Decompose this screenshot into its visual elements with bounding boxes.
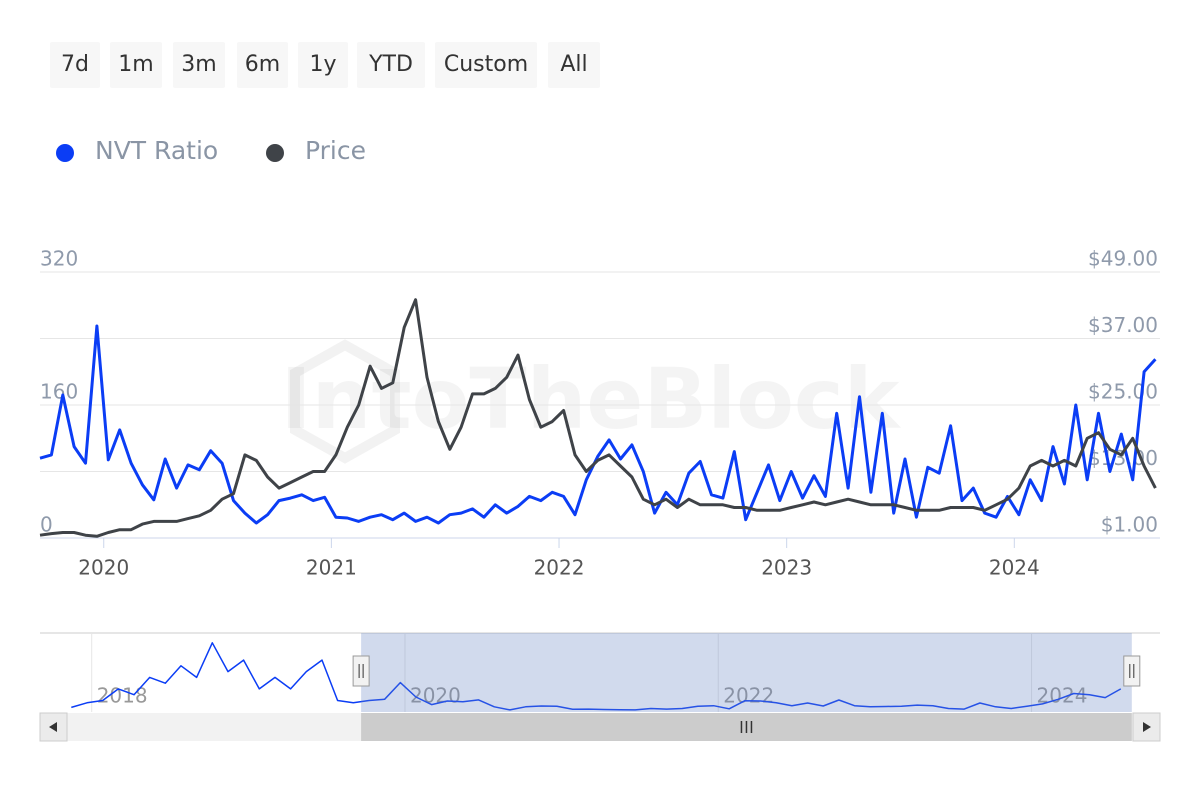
range-button[interactable]: All (548, 42, 600, 88)
navigator-line (71, 642, 1122, 711)
y2-tick-label: $25.00 (1088, 380, 1158, 404)
navigator-handle[interactable] (1123, 655, 1141, 687)
range-button[interactable]: 1m (110, 42, 162, 88)
watermark: IntoTheBlock (280, 350, 901, 448)
arrow-right (1143, 722, 1151, 732)
x-tick-label: 2021 (306, 556, 357, 580)
legend-label: Price (305, 136, 366, 165)
y-tick-label: 0 (40, 513, 53, 537)
handle-grip (1129, 664, 1135, 678)
range-button[interactable]: YTD (357, 42, 425, 88)
y2-tick-label: $13.00 (1088, 446, 1158, 470)
x-tick-label: 2022 (534, 556, 585, 580)
handle-grip (358, 664, 364, 678)
arrow-left (49, 722, 57, 732)
navigator-selection (361, 633, 1132, 712)
series-line (39, 324, 1157, 525)
series-line (39, 298, 1157, 538)
range-button[interactable]: 1y (298, 42, 348, 88)
legend-marker (56, 144, 74, 162)
x-tick-label: 2023 (761, 556, 812, 580)
legend-label: NVT Ratio (95, 136, 218, 165)
scrollbar-grip (740, 721, 753, 733)
y2-tick-label: $49.00 (1088, 247, 1158, 271)
x-tick-label: 2020 (78, 556, 129, 580)
y2-tick-label: $1.00 (1101, 513, 1158, 537)
legend-marker (266, 144, 284, 162)
navigator-tick-label: 2018 (97, 684, 148, 708)
range-button[interactable]: 7d (50, 42, 100, 88)
range-button[interactable]: Custom (435, 42, 537, 88)
x-tick-label: 2024 (989, 556, 1040, 580)
y-tick-label: 320 (40, 247, 78, 271)
range-button[interactable]: 3m (173, 42, 225, 88)
range-button[interactable]: 6m (237, 42, 288, 88)
navigator-tick-label: 2022 (723, 684, 774, 708)
navigator-handle[interactable] (352, 655, 370, 687)
y-tick-label: 160 (40, 380, 78, 404)
y2-tick-label: $37.00 (1088, 313, 1158, 337)
